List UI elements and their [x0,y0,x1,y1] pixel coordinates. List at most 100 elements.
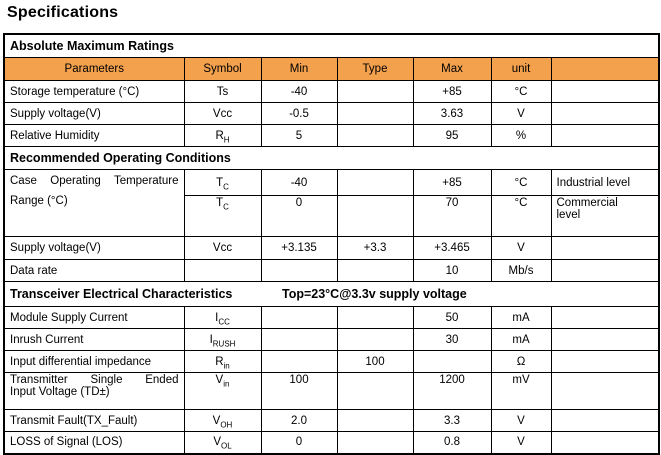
cell-type [336,372,414,410]
column-header-max: Max [412,57,492,81]
cell-min: -40 [260,80,338,103]
cell-min: 100 [260,372,338,410]
section-title-cell: Transceiver Electrical Characteristics T… [3,281,660,307]
cell-type [336,431,414,454]
cell-min: 2.0 [260,409,338,432]
cell-max: 0.8 [412,431,492,454]
cell-max: +3.465 [412,236,492,260]
cell-min: 0 [260,195,338,237]
cell-unit: mV [490,372,552,410]
column-header-symbol: Symbol [183,57,262,81]
cell-parameter: Relative Humidity [3,124,185,147]
cell-symbol: Vin [183,372,262,410]
cell-type [336,259,414,282]
cell-unit: V [490,431,552,454]
cell-parameter: Inrush Current [3,328,185,351]
cell-type: +3.3 [336,236,414,260]
cell-note [550,350,660,373]
cell-min [260,259,338,282]
section-header-absolute-maximum-ratings: Absolute Maximum Ratings [3,33,660,58]
cell-unit: V [490,236,552,260]
specifications-table: Absolute Maximum Ratings Parameters Symb… [3,33,661,455]
cell-unit: V [490,102,552,125]
cell-max: +85 [412,169,492,196]
section-header-transceiver-electrical-characteristics: Transceiver Electrical Characteristics T… [3,281,660,307]
cell-symbol: IRUSH [183,328,262,351]
table-row-supply-voltage-roc: Supply voltage(V) Vcc +3.135 +3.3 +3.465… [3,236,660,260]
cell-note [550,80,660,103]
section-subtitle: Top=23°C@3.3v supply voltage [282,287,467,301]
cell-parameter: Module Supply Current [3,306,185,329]
cell-max: 70 [412,195,492,237]
cell-unit: % [490,124,552,147]
cell-type [336,102,414,125]
cell-type [336,306,414,329]
cell-note [550,124,660,147]
cell-unit: Mb/s [490,259,552,282]
cell-max: 3.63 [412,102,492,125]
cell-note [550,236,660,260]
cell-min: 5 [260,124,338,147]
cell-note [550,102,660,125]
cell-note [550,372,660,410]
cell-unit: Ω [490,350,552,373]
column-header-type: Type [336,57,414,81]
column-header-row: Parameters Symbol Min Type Max unit [3,57,660,81]
cell-type [336,124,414,147]
cell-min [260,328,338,351]
column-header-notes [550,57,660,81]
column-header-min: Min [260,57,338,81]
cell-unit: °C [490,169,552,196]
cell-parameter: Supply voltage(V) [3,102,185,125]
cell-parameter: Transmit Fault(TX_Fault) [3,409,185,432]
cell-min: +3.135 [260,236,338,260]
cell-note: Industrial level [550,169,660,196]
cell-parameter: Data rate [3,259,185,282]
table-row-case-operating-temperature-industrial: Case Operating Temperature Range (°C) TC… [3,169,660,237]
cell-symbol: Ts [183,80,262,103]
cell-type [336,195,414,237]
cell-max: 1200 [412,372,492,410]
table-row-supply-voltage-abs: Supply voltage(V) Vcc -0.5 3.63 V [3,102,660,125]
cell-max: 10 [412,259,492,282]
cell-note [550,409,660,432]
cell-symbol: TC [183,195,262,237]
cell-symbol: VOH [183,409,262,432]
table-row-case-operating-temperature-commercial: TC 0 70 °C Commercial level [4,195,660,237]
column-header-unit: unit [490,57,552,81]
cell-max: 95 [412,124,492,147]
table-row-transmitter-single-ended-input-voltage: Transmitter Single Ended Input Voltage (… [3,372,660,410]
table-row-transmit-fault: Transmit Fault(TX_Fault) VOH 2.0 3.3 V [3,409,660,432]
cell-max [412,350,492,373]
cell-symbol: ICC [183,306,262,329]
cell-parameter: Transmitter Single Ended Input Voltage (… [3,372,185,410]
cell-min: -0.5 [260,102,338,125]
table-row-data-rate: Data rate 10 Mb/s [3,259,660,282]
cell-min: 0 [260,431,338,454]
cell-type [336,80,414,103]
section-header-recommended-operating-conditions: Recommended Operating Conditions [3,146,660,170]
cell-type [336,328,414,351]
cell-unit: mA [490,328,552,351]
cell-note [550,431,660,454]
cell-min [260,306,338,329]
section-title: Recommended Operating Conditions [3,146,660,170]
cell-parameter: LOSS of Signal (LOS) [3,431,185,454]
cell-max: 3.3 [412,409,492,432]
cell-note [550,259,660,282]
page-title: Specifications [7,4,119,21]
cell-max: 50 [412,306,492,329]
table-row-storage-temperature: Storage temperature (°C) Ts -40 +85 °C [3,80,660,103]
cell-max: 30 [412,328,492,351]
cell-unit: °C [490,195,552,237]
cell-min [260,350,338,373]
cell-min: -40 [260,169,338,196]
table-row-module-supply-current: Module Supply Current ICC 50 mA [3,306,660,329]
section-title: Transceiver Electrical Characteristics [10,287,233,301]
cell-symbol: Vcc [183,236,262,260]
cell-parameter: Case Operating Temperature Range (°C) [3,169,185,237]
cell-unit: V [490,409,552,432]
cell-unit: °C [490,80,552,103]
cell-symbol: VOL [183,431,262,454]
table-row-input-differential-impedance: Input differential impedance Rin 100 Ω [3,350,660,373]
